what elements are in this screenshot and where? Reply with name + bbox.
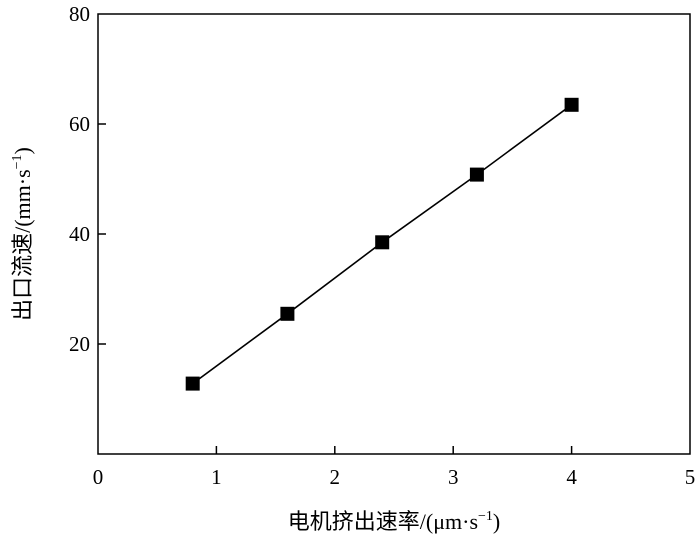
x-axis-title-close: ): [493, 509, 500, 534]
data-point-0: [185, 376, 200, 391]
y-tick-label-0: 20: [69, 332, 90, 356]
data-point-1: [280, 306, 295, 321]
data-point-3: [469, 167, 484, 182]
y-tick-label-3: 80: [69, 2, 90, 26]
y-tick-label-2: 60: [69, 112, 90, 136]
data-point-4: [564, 97, 579, 112]
y-tick-label-1: 40: [69, 222, 90, 246]
data-points: [185, 97, 579, 391]
y-axis-title-superscript: −1: [10, 154, 25, 169]
x-tick-label-0: 0: [93, 465, 104, 489]
data-point-2: [375, 235, 390, 250]
x-tick-label-4: 4: [566, 465, 577, 489]
y-axis-title-close: ): [10, 147, 35, 154]
x-axis-title-superscript: −1: [478, 509, 493, 524]
x-tick-label-5: 5: [685, 465, 696, 489]
y-axis-title: 出口流速/(mm·s−1): [10, 147, 35, 321]
tick-labels: 0 1 2 3 4 5 20 40 60 80: [69, 2, 695, 489]
tick-marks: [98, 123, 573, 454]
x-tick-label-3: 3: [448, 465, 459, 489]
x-tick-label-2: 2: [330, 465, 341, 489]
x-tick-label-1: 1: [211, 465, 222, 489]
x-axis-title: 电机挤出速率/(μm·s−1): [288, 509, 500, 534]
